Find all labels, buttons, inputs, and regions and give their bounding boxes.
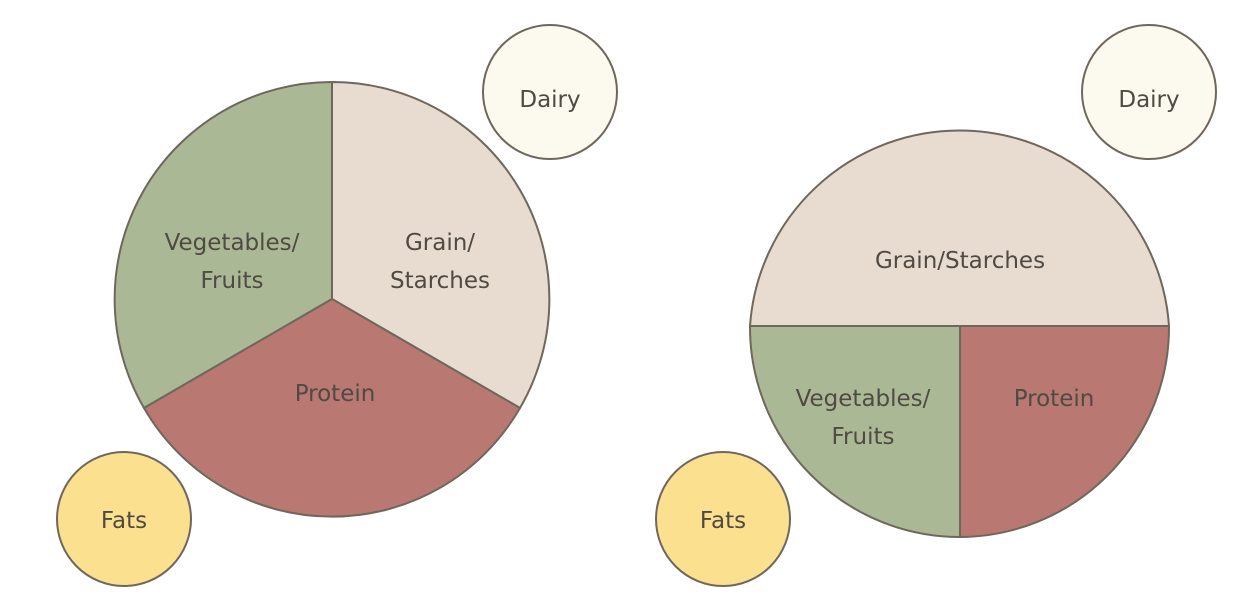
right-vegetables-label-line2: Fruits — [832, 424, 895, 450]
right-vegetables-label-line1: Vegetables/ — [796, 386, 931, 412]
left-vegetables-label-line1: Vegetables/ — [165, 230, 300, 256]
right-fats-label: Fats — [700, 508, 746, 534]
left-vegetables-label-line2: Fruits — [201, 268, 264, 294]
left-grains-label-line1: Grain/ — [405, 230, 475, 256]
right-vegetables-slice — [748, 325, 961, 539]
right-grains-label: Grain/Starches — [875, 248, 1045, 274]
right-dairy-label: Dairy — [1118, 87, 1179, 113]
left-fats-label: Fats — [101, 508, 147, 534]
left-dairy-circle — [482, 24, 618, 160]
right-plate: Grain/Starches Vegetables/ Fruits Protei… — [655, 24, 1217, 587]
left-plate: Vegetables/ Fruits Grain/ Starches Prote… — [56, 24, 618, 587]
right-fats-circle — [655, 451, 791, 587]
left-protein-label: Protein — [295, 381, 376, 407]
left-protein-slice — [142, 297, 522, 518]
right-protein-slice — [959, 325, 1171, 539]
left-vegetables-slice — [113, 80, 333, 410]
right-grains-slice — [748, 129, 1171, 327]
left-dairy-label: Dairy — [519, 87, 580, 113]
right-protein-label: Protein — [1014, 386, 1095, 412]
left-grains-slice — [331, 80, 551, 410]
left-grains-label-line2: Starches — [390, 268, 490, 294]
left-fats-circle — [56, 451, 192, 587]
right-dairy-circle — [1081, 24, 1217, 160]
